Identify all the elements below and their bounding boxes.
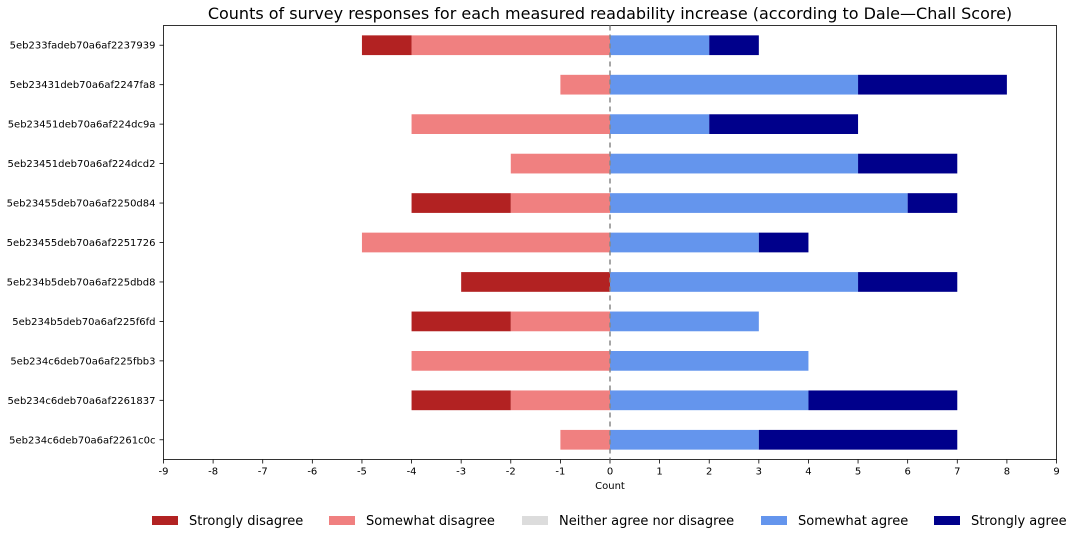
- y-tick-label: 5eb234b5deb70a6af225f6fd: [12, 317, 155, 328]
- bar-somewhat-disagree: [361, 232, 610, 253]
- y-tick-label: 5eb234c6deb70a6af2261837: [7, 396, 155, 407]
- bar-strongly-disagree: [411, 311, 511, 332]
- x-tick-label: 1: [656, 467, 662, 478]
- y-tick-label: 5eb233fadeb70a6af2237939: [10, 41, 156, 52]
- legend-swatch: [934, 516, 960, 525]
- x-tick-label: -7: [258, 467, 268, 478]
- x-tick-label: 2: [706, 467, 712, 478]
- bar-strongly-agree: [808, 390, 958, 411]
- bar-strongly-agree: [907, 193, 958, 213]
- x-axis: -9 -8 -7 -6 -5 -4 -3 -2 -1 0 1 2 3 4 5 6 7 8 9: [159, 459, 1060, 478]
- x-tick-label: 5: [855, 467, 861, 478]
- y-tick-label: 5eb234c6deb70a6af2261c0c: [9, 435, 155, 446]
- bar-somewhat-agree: [610, 74, 859, 95]
- y-tick-label: 5eb23455deb70a6af2251726: [7, 238, 156, 249]
- x-tick-label: 0: [607, 467, 613, 478]
- bar-somewhat-disagree: [560, 429, 610, 450]
- chart-title: Counts of survey responses for each meas…: [208, 4, 1012, 23]
- x-tick-label: -2: [506, 467, 516, 478]
- legend-label: Strongly disagree: [189, 514, 303, 529]
- x-tick-label: 9: [1053, 467, 1059, 478]
- bar-somewhat-disagree: [411, 114, 610, 134]
- x-tick-label: -3: [456, 467, 466, 478]
- bar-strongly-disagree: [461, 272, 610, 292]
- legend-label: Strongly agree: [971, 514, 1067, 529]
- bar-strongly-agree: [758, 232, 809, 253]
- bar-strongly-agree: [709, 114, 859, 134]
- y-tick-label: 5eb23451deb70a6af224dcd2: [7, 159, 155, 170]
- x-tick-label: -4: [407, 467, 417, 478]
- bar-somewhat-agree: [610, 35, 710, 56]
- x-tick-label: 3: [756, 467, 762, 478]
- y-tick-label: 5eb23451deb70a6af224dc9a: [8, 120, 156, 131]
- y-tick-label: 5eb23431deb70a6af2247fa8: [10, 80, 156, 91]
- bar-somewhat-agree: [610, 153, 859, 174]
- x-tick-label: 6: [904, 467, 910, 478]
- bar-somewhat-disagree: [411, 35, 610, 56]
- bar-strongly-disagree: [411, 390, 511, 411]
- legend-label: Neither agree nor disagree: [559, 514, 734, 529]
- bar-somewhat-disagree: [560, 74, 610, 95]
- legend-swatch: [522, 516, 548, 525]
- bar-somewhat-disagree: [510, 153, 610, 174]
- x-tick-label: 4: [805, 467, 811, 478]
- y-tick-label: 5eb23455deb70a6af2250d84: [7, 199, 156, 210]
- x-tick-label: -6: [307, 467, 317, 478]
- x-tick-label: -8: [208, 467, 218, 478]
- bar-somewhat-agree: [610, 311, 759, 332]
- bar-strongly-agree: [858, 74, 1007, 95]
- bar-somewhat-agree: [610, 232, 759, 253]
- x-axis-label: Count: [595, 481, 625, 492]
- legend-label: Somewhat disagree: [366, 514, 495, 529]
- bar-strongly-agree: [758, 429, 958, 450]
- bar-strongly-agree: [709, 35, 759, 56]
- y-tick-label: 5eb234b5deb70a6af225dbd8: [7, 277, 156, 288]
- bar-strongly-agree: [858, 272, 958, 292]
- bar-somewhat-disagree: [510, 390, 610, 411]
- bar-somewhat-agree: [610, 193, 908, 213]
- y-axis: 5eb233fadeb70a6af2237939 5eb23431deb70a6a…: [7, 41, 164, 446]
- bar-strongly-disagree: [411, 193, 511, 213]
- bar-strongly-disagree: [361, 35, 412, 56]
- x-tick-label: -9: [159, 467, 169, 478]
- bar-strongly-agree: [858, 153, 958, 174]
- bar-somewhat-agree: [610, 390, 809, 411]
- legend-swatch: [761, 516, 787, 525]
- x-tick-label: -1: [555, 467, 565, 478]
- bars-layer: [361, 35, 1007, 450]
- bar-somewhat-agree: [610, 351, 809, 371]
- legend-swatch: [329, 516, 355, 525]
- bar-somewhat-disagree: [411, 351, 610, 371]
- x-tick-label: 7: [954, 467, 960, 478]
- legend: Strongly disagree Somewhat disagree Neithe…: [152, 514, 1067, 529]
- y-tick-label: 5eb234c6deb70a6af225fbb3: [10, 356, 155, 367]
- x-tick-label: -5: [357, 467, 367, 478]
- bar-somewhat-agree: [610, 429, 759, 450]
- x-tick-label: 8: [1004, 467, 1010, 478]
- legend-swatch: [152, 516, 178, 525]
- legend-label: Somewhat agree: [798, 514, 908, 529]
- bar-somewhat-disagree: [510, 193, 610, 213]
- bar-somewhat-agree: [610, 272, 859, 292]
- bar-somewhat-agree: [610, 114, 710, 134]
- bar-somewhat-disagree: [510, 311, 610, 332]
